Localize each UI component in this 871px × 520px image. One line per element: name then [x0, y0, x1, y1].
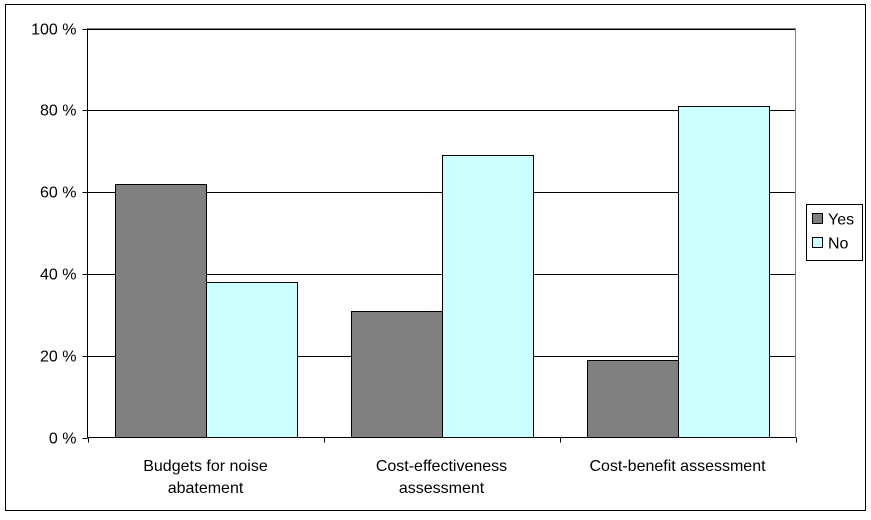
x-tick-label-line: Cost-effectiveness: [376, 458, 507, 475]
x-axis-ticks: Budgets for noise abatement Cost-effective…: [88, 437, 797, 497]
x-tick-label-line: abatement: [168, 480, 244, 497]
legend-label-no: No: [828, 236, 849, 253]
bar-no-0: [206, 282, 298, 438]
bars: [115, 106, 770, 438]
x-tick-label-line: assessment: [399, 480, 485, 497]
bar-yes-0: [115, 184, 207, 438]
bar-yes-1: [351, 311, 443, 438]
legend: Yes No: [806, 204, 863, 261]
legend-label-yes: Yes: [828, 212, 854, 229]
x-tick-label-line: Cost-benefit assessment: [589, 458, 766, 475]
y-tick-label: 40 %: [40, 267, 76, 284]
y-tick-label: 20 %: [40, 349, 76, 366]
bar-no-1: [442, 155, 534, 438]
y-axis-ticks: 0 % 20 % 40 % 60 % 80 % 100 %: [31, 22, 88, 448]
y-tick-label: 60 %: [40, 185, 76, 202]
y-tick-label: 80 %: [40, 103, 76, 120]
x-tick-label-line: Budgets for noise: [143, 458, 268, 475]
y-tick-label: 0 %: [49, 431, 77, 448]
bar-yes-2: [587, 360, 679, 438]
y-tick-label: 100 %: [31, 22, 76, 39]
bar-no-2: [678, 106, 770, 438]
x-tick-label: Budgets for noise abatement: [143, 458, 268, 497]
x-tick-label: Cost-benefit assessment: [589, 458, 766, 475]
x-tick-label: Cost-effectiveness assessment: [376, 458, 507, 497]
legend-swatch-yes: [812, 213, 823, 224]
legend-swatch-no: [812, 237, 823, 248]
axes: [87, 28, 796, 438]
